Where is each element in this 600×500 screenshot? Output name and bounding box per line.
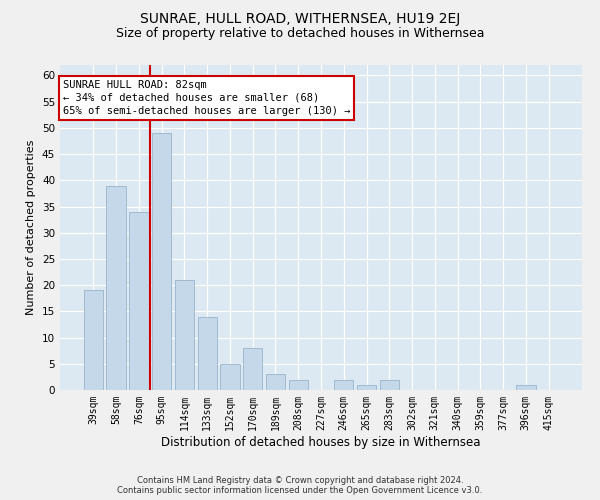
Bar [289,380,308,390]
Bar [175,280,194,390]
Text: SUNRAE HULL ROAD: 82sqm
← 34% of detached houses are smaller (68)
65% of semi-de: SUNRAE HULL ROAD: 82sqm ← 34% of detache… [62,80,350,116]
X-axis label: Distribution of detached houses by size in Withernsea: Distribution of detached houses by size … [161,436,481,448]
Bar [380,380,399,390]
Text: SUNRAE, HULL ROAD, WITHERNSEA, HU19 2EJ: SUNRAE, HULL ROAD, WITHERNSEA, HU19 2EJ [140,12,460,26]
Bar [197,316,217,390]
Text: Size of property relative to detached houses in Withernsea: Size of property relative to detached ho… [116,28,484,40]
Bar [243,348,262,390]
Bar [266,374,285,390]
Bar [516,385,536,390]
Bar [129,212,149,390]
Bar [106,186,126,390]
Y-axis label: Number of detached properties: Number of detached properties [26,140,37,315]
Bar [152,133,172,390]
Bar [220,364,239,390]
Bar [334,380,353,390]
Text: Contains HM Land Registry data © Crown copyright and database right 2024.
Contai: Contains HM Land Registry data © Crown c… [118,476,482,495]
Bar [84,290,103,390]
Bar [357,385,376,390]
